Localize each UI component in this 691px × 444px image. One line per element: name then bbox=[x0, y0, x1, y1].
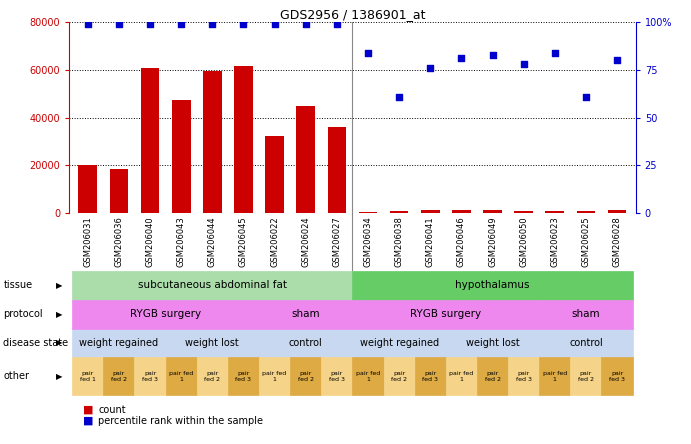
Text: count: count bbox=[98, 405, 126, 415]
Point bbox=[207, 20, 218, 28]
Text: pair
fed 3: pair fed 3 bbox=[422, 371, 438, 382]
Text: other: other bbox=[3, 371, 30, 381]
Text: pair
fed 3: pair fed 3 bbox=[609, 371, 625, 382]
Point bbox=[487, 51, 498, 58]
Point bbox=[331, 20, 342, 28]
Text: GSM206044: GSM206044 bbox=[208, 216, 217, 267]
Text: pair fed
1: pair fed 1 bbox=[356, 371, 380, 382]
Text: ▶: ▶ bbox=[56, 309, 62, 319]
Text: GSM206028: GSM206028 bbox=[612, 216, 621, 267]
Text: percentile rank within the sample: percentile rank within the sample bbox=[98, 416, 263, 426]
Text: control: control bbox=[569, 338, 603, 348]
Point bbox=[176, 20, 187, 28]
Point bbox=[425, 64, 436, 71]
Text: pair
fed 2: pair fed 2 bbox=[578, 371, 594, 382]
Bar bbox=[328, 127, 346, 213]
Point bbox=[269, 20, 280, 28]
Bar bbox=[545, 211, 564, 213]
Text: GSM206024: GSM206024 bbox=[301, 216, 310, 267]
Bar bbox=[576, 211, 595, 213]
Bar bbox=[234, 66, 253, 213]
Text: pair fed
1: pair fed 1 bbox=[449, 371, 473, 382]
Point bbox=[549, 49, 560, 56]
Text: GSM206027: GSM206027 bbox=[332, 216, 341, 267]
Text: pair
fed 2: pair fed 2 bbox=[484, 371, 500, 382]
Bar bbox=[265, 135, 284, 213]
Text: GSM206038: GSM206038 bbox=[395, 216, 404, 267]
Text: pair
fed 1: pair fed 1 bbox=[80, 371, 96, 382]
Text: pair fed
1: pair fed 1 bbox=[542, 371, 567, 382]
Text: GSM206023: GSM206023 bbox=[550, 216, 559, 267]
Text: RYGB surgery: RYGB surgery bbox=[130, 309, 201, 319]
Text: GSM206025: GSM206025 bbox=[581, 216, 590, 267]
Bar bbox=[110, 169, 129, 213]
Bar bbox=[514, 211, 533, 213]
Point bbox=[300, 20, 311, 28]
Point bbox=[144, 20, 155, 28]
Point bbox=[82, 20, 93, 28]
Text: subcutaneous abdominal fat: subcutaneous abdominal fat bbox=[138, 280, 287, 290]
Text: GSM206040: GSM206040 bbox=[146, 216, 155, 267]
Text: GSM206031: GSM206031 bbox=[84, 216, 93, 267]
Text: pair
fed 2: pair fed 2 bbox=[205, 371, 220, 382]
Text: pair
fed 3: pair fed 3 bbox=[236, 371, 252, 382]
Point bbox=[612, 57, 623, 64]
Text: control: control bbox=[289, 338, 323, 348]
Point bbox=[518, 61, 529, 68]
Bar bbox=[421, 210, 439, 213]
Bar bbox=[390, 211, 408, 213]
Text: pair
fed 2: pair fed 2 bbox=[391, 371, 407, 382]
Text: pair
fed 3: pair fed 3 bbox=[515, 371, 531, 382]
Bar bbox=[607, 210, 626, 213]
Text: weight regained: weight regained bbox=[79, 338, 158, 348]
Point bbox=[580, 93, 591, 100]
Text: pair fed
1: pair fed 1 bbox=[169, 371, 193, 382]
Point bbox=[113, 20, 124, 28]
Text: hypothalamus: hypothalamus bbox=[455, 280, 530, 290]
Text: ▶: ▶ bbox=[56, 281, 62, 290]
Text: weight lost: weight lost bbox=[466, 338, 520, 348]
Bar bbox=[359, 212, 377, 213]
Text: GSM206046: GSM206046 bbox=[457, 216, 466, 267]
Text: ■: ■ bbox=[83, 416, 93, 426]
Text: pair fed
1: pair fed 1 bbox=[263, 371, 287, 382]
Bar bbox=[141, 67, 160, 213]
Bar bbox=[172, 100, 191, 213]
Bar bbox=[296, 106, 315, 213]
Text: weight lost: weight lost bbox=[185, 338, 239, 348]
Bar bbox=[483, 210, 502, 213]
Point bbox=[238, 20, 249, 28]
Text: ■: ■ bbox=[83, 405, 93, 415]
Text: pair
fed 3: pair fed 3 bbox=[142, 371, 158, 382]
Text: GSM206041: GSM206041 bbox=[426, 216, 435, 267]
Text: GSM206045: GSM206045 bbox=[239, 216, 248, 267]
Bar bbox=[79, 166, 97, 213]
Text: weight regained: weight regained bbox=[359, 338, 439, 348]
Text: tissue: tissue bbox=[3, 280, 32, 290]
Text: pair
fed 2: pair fed 2 bbox=[298, 371, 314, 382]
Text: GSM206049: GSM206049 bbox=[488, 216, 497, 267]
Text: sham: sham bbox=[571, 309, 600, 319]
Text: disease state: disease state bbox=[3, 338, 68, 348]
Point bbox=[456, 55, 467, 62]
Bar bbox=[203, 71, 222, 213]
Text: GSM206036: GSM206036 bbox=[115, 216, 124, 267]
Bar bbox=[452, 210, 471, 213]
Text: ▶: ▶ bbox=[56, 372, 62, 381]
Text: GSM206022: GSM206022 bbox=[270, 216, 279, 267]
Text: GSM206043: GSM206043 bbox=[177, 216, 186, 267]
Text: protocol: protocol bbox=[3, 309, 43, 319]
Title: GDS2956 / 1386901_at: GDS2956 / 1386901_at bbox=[280, 8, 425, 21]
Text: sham: sham bbox=[292, 309, 320, 319]
Point bbox=[394, 93, 405, 100]
Text: GSM206034: GSM206034 bbox=[363, 216, 372, 267]
Point bbox=[363, 49, 374, 56]
Text: pair
fed 2: pair fed 2 bbox=[111, 371, 127, 382]
Text: RYGB surgery: RYGB surgery bbox=[410, 309, 482, 319]
Text: GSM206050: GSM206050 bbox=[519, 216, 528, 267]
Text: ▶: ▶ bbox=[56, 338, 62, 348]
Text: pair
fed 3: pair fed 3 bbox=[329, 371, 345, 382]
